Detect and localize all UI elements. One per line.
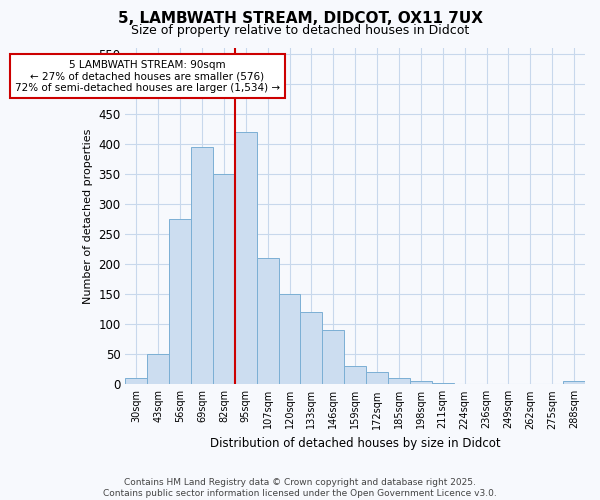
Bar [125,378,148,384]
Bar [191,146,213,384]
Bar [388,378,410,384]
Text: 5, LAMBWATH STREAM, DIDCOT, OX11 7UX: 5, LAMBWATH STREAM, DIDCOT, OX11 7UX [118,11,482,26]
Text: Size of property relative to detached houses in Didcot: Size of property relative to detached ho… [131,24,469,37]
Bar [235,132,257,384]
Bar [366,372,388,384]
Bar [213,174,235,384]
Bar [301,312,322,384]
Bar [257,258,278,384]
X-axis label: Distribution of detached houses by size in Didcot: Distribution of detached houses by size … [210,437,500,450]
Bar [563,382,585,384]
Bar [432,383,454,384]
Bar [148,354,169,384]
Text: Contains HM Land Registry data © Crown copyright and database right 2025.
Contai: Contains HM Land Registry data © Crown c… [103,478,497,498]
Bar [344,366,366,384]
Y-axis label: Number of detached properties: Number of detached properties [83,128,93,304]
Bar [322,330,344,384]
Bar [278,294,301,384]
Bar [169,219,191,384]
Text: 5 LAMBWATH STREAM: 90sqm
← 27% of detached houses are smaller (576)
72% of semi-: 5 LAMBWATH STREAM: 90sqm ← 27% of detach… [15,60,280,92]
Bar [410,382,432,384]
